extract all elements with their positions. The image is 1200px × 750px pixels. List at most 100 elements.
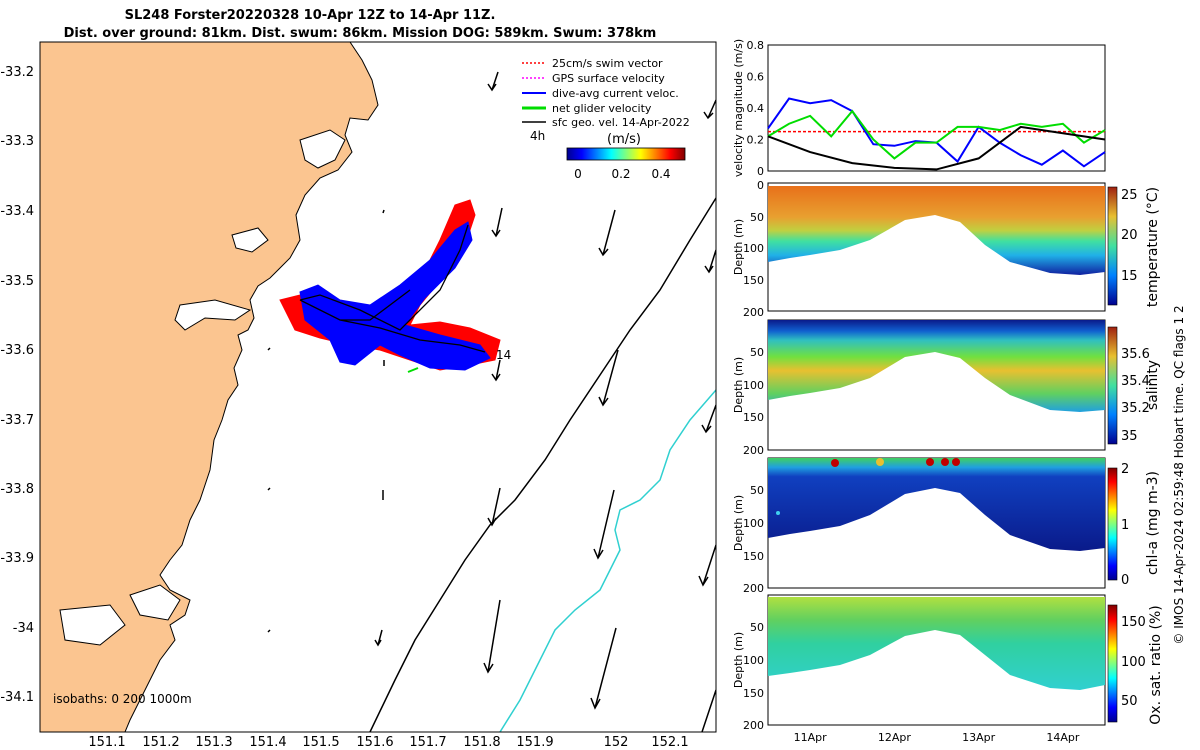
time-marker: 4h	[530, 129, 545, 143]
time-xtick: 11Apr	[794, 731, 828, 744]
net-velocity-mark	[407, 367, 419, 373]
legend-sfc-geo: sfc geo. vel. 14-Apr-2022	[552, 116, 690, 129]
speed-colorbar	[566, 147, 686, 161]
chl-yticks: 50 100 150 200	[743, 484, 764, 595]
svg-text:50: 50	[750, 484, 764, 497]
svg-text:-34: -34	[13, 621, 34, 636]
svg-text:50: 50	[750, 621, 764, 634]
lake-2	[231, 227, 269, 253]
chl-field	[768, 458, 1105, 551]
svg-text:151.7: 151.7	[409, 735, 446, 750]
svg-text:25: 25	[1121, 188, 1138, 203]
svg-text:0.2: 0.2	[611, 167, 630, 181]
isobath-200m	[369, 197, 716, 732]
legend-dive-avg: dive-avg current veloc.	[552, 87, 679, 100]
temperature-panel: Depth (m) 0 50 100 150 200 25 20 15 temperat…	[732, 179, 1161, 319]
lake-3	[129, 584, 181, 621]
time-xtick: 12Apr	[878, 731, 912, 744]
velocity-ytick: 0.4	[747, 102, 765, 115]
svg-text:151.1: 151.1	[88, 735, 125, 750]
map-panel: 14 -33.2 -33.3 -33.4 -33.5 -33.6 -33.7 -…	[0, 41, 717, 750]
velocity-ytick: 0.6	[747, 71, 765, 84]
svg-text:50: 50	[750, 346, 764, 359]
svg-text:-33.8: -33.8	[0, 482, 34, 497]
chl-panel: Depth (m) 50 100 150 200 2 1 0 chl-a (mg m-…	[732, 457, 1161, 595]
isobath-1000m	[499, 389, 716, 732]
salinity-cbar-label: salinity	[1145, 360, 1161, 410]
geo-velocity-arrows	[267, 71, 716, 732]
salinity-ylabel: Depth (m)	[732, 357, 745, 413]
svg-text:152.1: 152.1	[651, 735, 688, 750]
velocity-axes	[767, 44, 1106, 172]
colorbar-unit: (m/s)	[607, 132, 641, 147]
track-label-14: 14	[496, 348, 511, 362]
velocity-ytick: 0.2	[747, 134, 765, 147]
velocity-series-net-glider	[767, 109, 1106, 160]
estuary	[174, 299, 252, 331]
chl-ylabel: Depth (m)	[732, 495, 745, 551]
svg-text:100: 100	[743, 379, 764, 392]
svg-text:151.9: 151.9	[516, 735, 553, 750]
plot-title-line2: Dist. over ground: 81km. Dist. swum: 86k…	[63, 26, 657, 41]
isobaths-label: isobaths: 0 200 1000m	[53, 692, 192, 706]
svg-text:200: 200	[743, 582, 764, 595]
svg-text:2: 2	[1121, 462, 1129, 477]
svg-text:35.4: 35.4	[1121, 374, 1150, 389]
svg-text:151.8: 151.8	[463, 735, 500, 750]
svg-text:151.2: 151.2	[142, 735, 179, 750]
oxygen-yticks: 50 100 150 200	[743, 621, 764, 732]
svg-text:200: 200	[743, 444, 764, 457]
land-mass	[40, 42, 379, 732]
legend-swim: 25cm/s swim vector	[552, 57, 663, 70]
lake-1	[299, 129, 346, 169]
salinity-field	[768, 320, 1105, 412]
glider-track: 14	[279, 199, 511, 373]
temperature-cbar-label: temperature (°C)	[1145, 187, 1161, 307]
chl-colorbar	[1107, 467, 1118, 581]
svg-text:35.6: 35.6	[1121, 347, 1150, 362]
velocity-ytick: 0.8	[747, 39, 765, 52]
svg-text:200: 200	[743, 719, 764, 732]
velocity-ylabel: velocity magnitude (m/s)	[732, 39, 745, 177]
temperature-colorbar	[1107, 186, 1118, 306]
svg-text:151.4: 151.4	[249, 735, 286, 750]
oxygen-cticks: 150 100 50	[1121, 615, 1146, 709]
svg-text:0: 0	[574, 167, 582, 181]
svg-text:-33.6: -33.6	[0, 343, 34, 358]
legend-gps: GPS surface velocity	[552, 72, 665, 85]
current-vectors	[299, 221, 491, 371]
svg-text:20: 20	[1121, 228, 1138, 243]
time-xtick: 14Apr	[1046, 731, 1080, 744]
salinity-yticks: 50 100 150 200	[743, 346, 764, 457]
svg-text:-33.4: -33.4	[0, 204, 34, 219]
svg-text:150: 150	[743, 687, 764, 700]
oxygen-ylabel: Depth (m)	[732, 632, 745, 688]
velocity-series-sfc-geo	[767, 125, 1106, 171]
svg-text:50: 50	[750, 211, 764, 224]
svg-text:151.6: 151.6	[356, 735, 393, 750]
map-legend: 25cm/s swim vector GPS surface velocity …	[522, 57, 690, 129]
svg-text:150: 150	[743, 411, 764, 424]
chl-cbar-label: chl-a (mg m-3)	[1145, 471, 1161, 575]
oxygen-panel: Depth (m) 50 100 150 200 150 100 50 Ox. sat…	[732, 594, 1164, 744]
plot-title-line1: SL248 Forster20220328 10-Apr 12Z to 14-A…	[124, 8, 496, 23]
svg-text:151.5: 151.5	[302, 735, 339, 750]
svg-text:200: 200	[743, 306, 764, 319]
svg-text:35: 35	[1121, 429, 1138, 444]
oxygen-colorbar	[1107, 604, 1118, 723]
svg-text:152: 152	[604, 735, 629, 750]
velocity-chart: 0 0.2 0.4 0.6 0.8 velocity magnitude (m/s)	[732, 39, 1106, 178]
salinity-cticks: 35.6 35.4 35.2 35	[1121, 347, 1150, 444]
svg-text:15: 15	[1121, 269, 1138, 284]
svg-text:-34.1: -34.1	[0, 690, 34, 705]
legend-net: net glider velocity	[552, 102, 652, 115]
map-frame	[39, 41, 717, 733]
svg-text:100: 100	[743, 517, 764, 530]
oxygen-cbar-label: Ox. sat. ratio (%)	[1148, 605, 1164, 724]
svg-text:150: 150	[1121, 615, 1146, 630]
map-lat-ticks: -33.2 -33.3 -33.4 -33.5 -33.6 -33.7 -33.…	[0, 65, 34, 705]
credit-line: © IMOS 14-Apr-2024 02:59:48 Hobart time.…	[1172, 305, 1186, 644]
temperature-yticks: 0 50 100 150 200	[743, 179, 764, 319]
